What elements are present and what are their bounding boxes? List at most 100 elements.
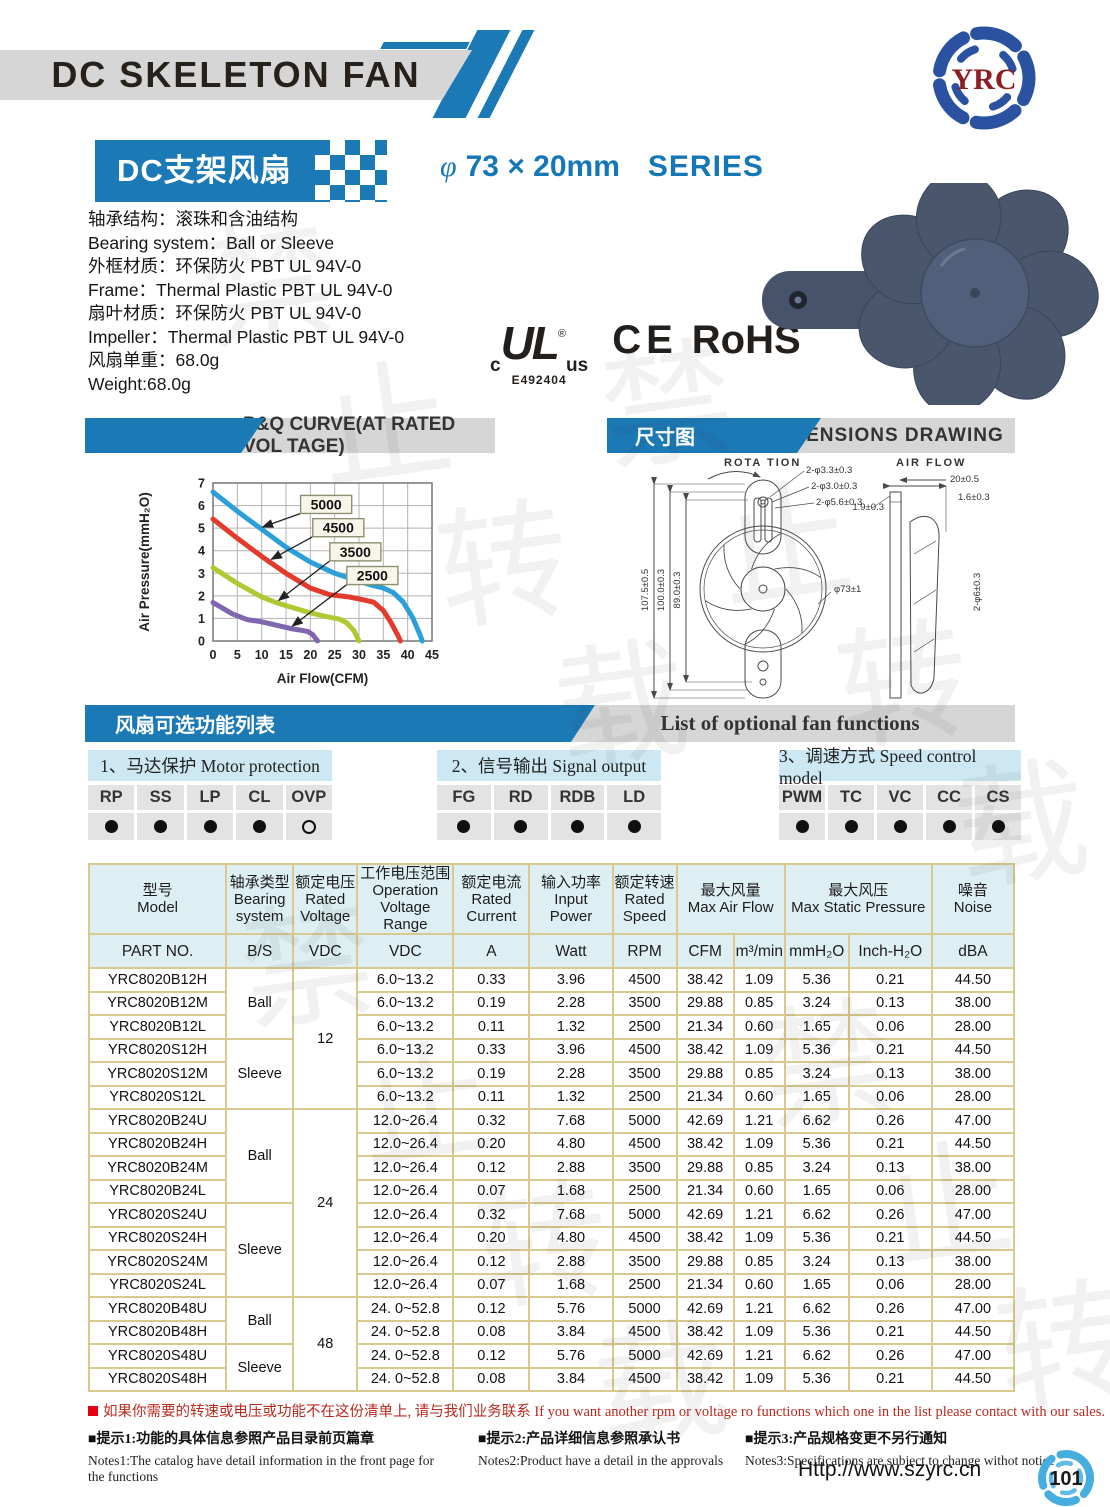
- svg-text:0: 0: [198, 635, 205, 649]
- table-cell: 2500: [611, 1272, 678, 1298]
- table-cell: 2500: [611, 1178, 678, 1204]
- table-cell: 24. 0~52.8: [356, 1366, 455, 1392]
- table-cell: 42.69: [675, 1343, 735, 1369]
- dot-filled-icon: [457, 820, 471, 833]
- ul-prefix: c: [490, 355, 501, 376]
- table-cell: 1.21: [732, 1296, 786, 1322]
- spec-line: 风扇单重：68.0g: [88, 350, 220, 370]
- table-row: YRC8020B12M 6.0~13.2 0.19 2.28 3500 29.88 0.85…: [87, 990, 1016, 1016]
- table-cell: 21.34: [675, 1272, 735, 1298]
- table-cell: 1.65: [783, 1272, 850, 1298]
- table-cell: 0.06: [847, 1084, 933, 1110]
- table-cell: 21.34: [675, 1014, 735, 1040]
- function-item-label: CL: [236, 785, 283, 810]
- table-row: YRC8020S48U Sleeve 24. 0~52.8 0.12 5.76 5000 4…: [87, 1343, 1016, 1392]
- page-title: DC SKELETON FAN: [51, 54, 421, 95]
- table-cell: 6.62: [783, 1296, 850, 1322]
- svg-text:6: 6: [198, 499, 205, 513]
- page-number-badge: 101: [1038, 1450, 1094, 1506]
- table-cell: 48: [292, 1296, 359, 1392]
- table-cell: Sleeve: [225, 1037, 295, 1110]
- table-cell: 28.00: [930, 1014, 1016, 1040]
- dimensions-band-cn: 尺寸图: [607, 418, 821, 453]
- table-header-cell: CFM: [675, 933, 735, 969]
- table-cell: 44.50: [930, 1319, 1016, 1345]
- table-cell: 5000: [611, 1343, 678, 1369]
- function-group-motor-protection: 1、马达保护 Motor protection RP SS LP CL OVP: [88, 750, 333, 843]
- dot-filled-icon: [203, 820, 217, 833]
- dot-filled-icon: [795, 820, 809, 833]
- spec-line: Weight:68.0g: [88, 373, 191, 394]
- svg-text:40: 40: [401, 648, 415, 662]
- table-cell: 38.42: [675, 1225, 735, 1251]
- fan-product-image: [762, 183, 1099, 405]
- function-item-label: RD: [493, 785, 548, 810]
- contact-note: 如果你需要的转速或电压或功能不在这份清单上, 请与我们业务联系 If you w…: [88, 1400, 1105, 1421]
- svg-text:4: 4: [198, 544, 205, 558]
- table-cell: 0.85: [732, 1249, 786, 1275]
- curve-label-box: [329, 542, 382, 562]
- table-cell: 2.88: [528, 1155, 614, 1181]
- table-cell: 0.60: [732, 1014, 786, 1040]
- function-item-dot: [285, 813, 333, 840]
- table-cell: 0.60: [732, 1272, 786, 1298]
- dim-dia: φ73±1: [834, 584, 861, 595]
- table-cell: 0.60: [732, 1178, 786, 1204]
- table-cell: 12.0~26.4: [356, 1108, 455, 1134]
- function-item-label: LP: [186, 785, 234, 810]
- contact-note-text: 如果你需要的转速或电压或功能不在这份清单上, 请与我们业务联系 If you w…: [103, 1404, 1105, 1420]
- dim-hole3: 2-φ5.6±0.3: [816, 497, 862, 508]
- table-cell: 6.0~13.2: [356, 990, 455, 1016]
- function-group-speed-control: 3、调速方式 Speed control model PWM TC VC CC CS: [779, 746, 1021, 843]
- table-cell: 42.69: [675, 1202, 735, 1228]
- table-cell: 0.33: [452, 1037, 531, 1063]
- function-item-label: TC: [828, 785, 874, 810]
- table-cell: YRC8020B24U: [87, 1108, 228, 1134]
- table-cell: 5.76: [528, 1343, 614, 1369]
- table-cell: YRC8020B12H: [87, 967, 228, 993]
- table-row: YRC8020B24U Ball 24 12.0~26.4 0.32 7.68 5000 42…: [87, 1108, 1016, 1298]
- table-cell: 47.00: [930, 1202, 1016, 1228]
- table-cell: 1.68: [528, 1178, 614, 1204]
- curve-label-box: [346, 565, 399, 586]
- svg-text:3: 3: [198, 567, 205, 581]
- table-cell: 29.88: [675, 1249, 735, 1275]
- table-cell: YRC8020S48H: [87, 1366, 228, 1392]
- table-cell: 0.60: [732, 1084, 786, 1110]
- table-header-cell: 轴承类型 Bearing system: [225, 863, 295, 935]
- table-cell: YRC8020S24L: [87, 1272, 228, 1298]
- table-cell: 47.00: [930, 1343, 1016, 1369]
- svg-text:20: 20: [303, 648, 317, 662]
- table-header-cell: m³/min: [732, 933, 786, 969]
- spec-line: Impeller：Thermal Plastic PBT UL 94V-0: [88, 326, 405, 347]
- table-cell: Ball: [225, 1108, 295, 1204]
- function-item-dot: [828, 813, 874, 840]
- table-cell: 0.19: [452, 990, 531, 1016]
- function-item-dot: [926, 813, 972, 840]
- function-item-label: LD: [607, 785, 661, 810]
- table-cell: 24. 0~52.8: [356, 1343, 455, 1369]
- table-header-cell: Watt: [528, 933, 614, 969]
- ul-file-number: E492404: [511, 373, 567, 387]
- table-cell: 38.42: [675, 1037, 735, 1063]
- function-item-label: CS: [975, 785, 1021, 810]
- table-cell: 0.13: [847, 1155, 933, 1181]
- table-header-cell: 输入功率 Input Power: [528, 863, 614, 935]
- note1-en: Notes1:The catalog have detail informati…: [88, 1453, 435, 1484]
- svg-text:10: 10: [255, 648, 269, 662]
- table-header-cell: 最大风量 Max Air Flow: [675, 863, 786, 935]
- table-cell: 38.42: [675, 967, 735, 993]
- function-item-label: VC: [877, 785, 923, 810]
- dim-t1: 1.9±0.3: [852, 502, 884, 513]
- dot-open-icon: [301, 819, 316, 834]
- function-item-label: OVP: [285, 785, 333, 810]
- table-cell: 44.50: [930, 1225, 1016, 1251]
- table-header-cell: Inch-H₂O: [847, 933, 933, 969]
- page-number: 101: [1049, 1468, 1082, 1490]
- dot-filled-icon: [893, 820, 907, 833]
- table-cell: 0.21: [847, 1319, 933, 1345]
- table-header-cell: 最大风压 Max Static Pressure: [783, 863, 933, 935]
- svg-text:7: 7: [198, 477, 205, 491]
- table-cell: 38.00: [930, 1155, 1016, 1181]
- table-cell: 0.07: [452, 1178, 531, 1204]
